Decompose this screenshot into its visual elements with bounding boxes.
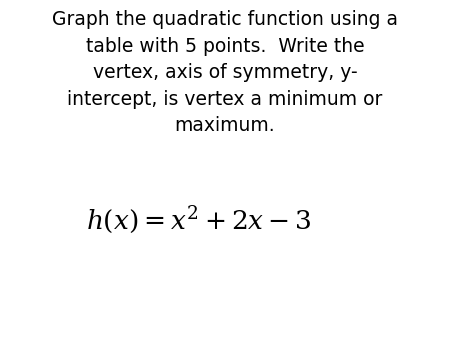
Text: Graph the quadratic function using a
table with 5 points.  Write the
vertex, axi: Graph the quadratic function using a tab… (52, 10, 398, 135)
Text: $h(x) = x^2 + 2x - 3$: $h(x) = x^2 + 2x - 3$ (86, 204, 311, 236)
